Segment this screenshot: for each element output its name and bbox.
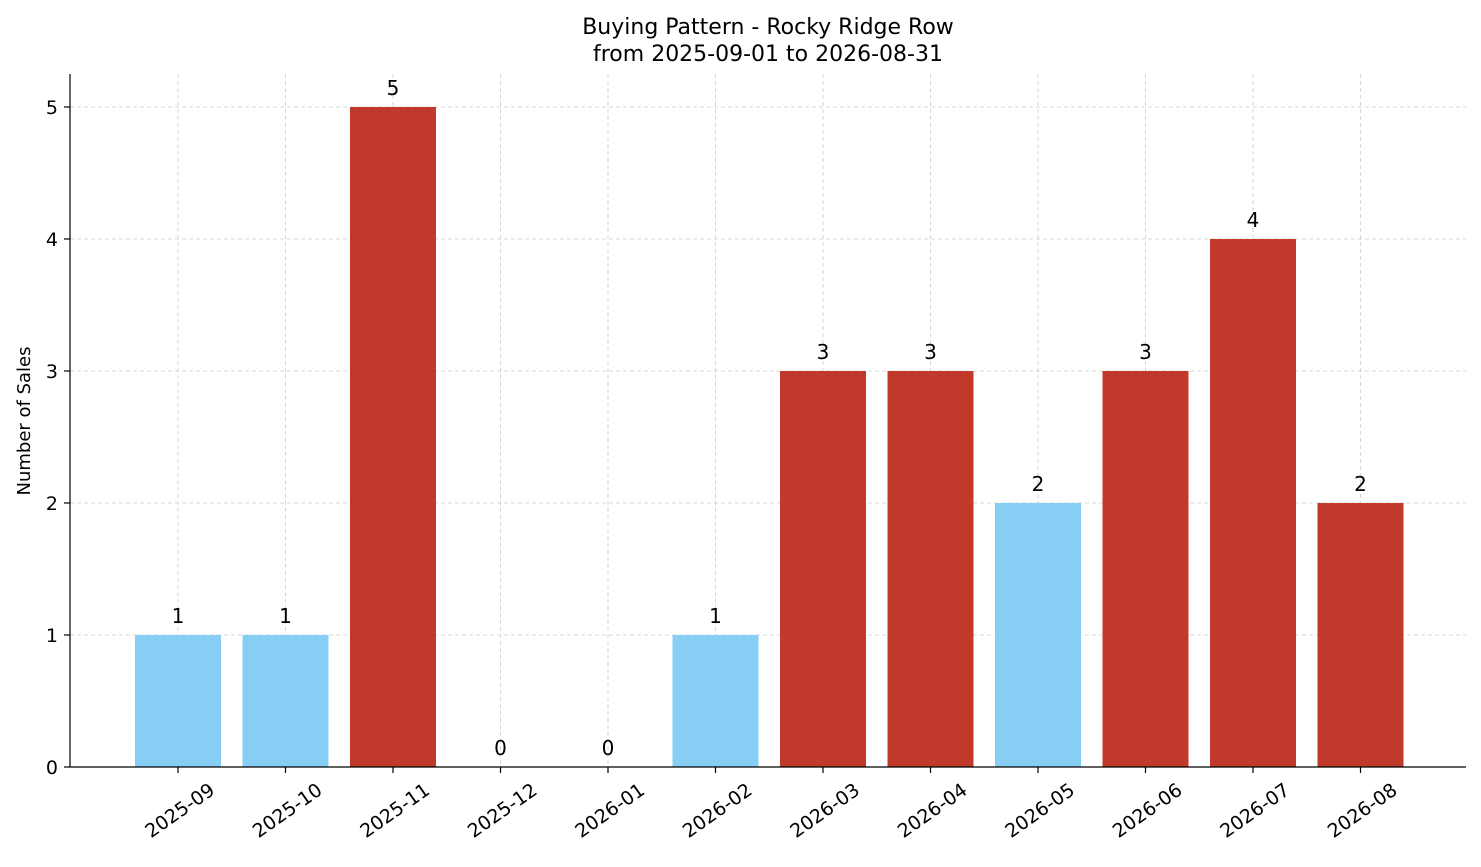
axes xyxy=(69,74,1466,768)
x-tick-label: 2026-05 xyxy=(1001,779,1079,843)
x-tick-label: 2025-11 xyxy=(356,779,434,843)
bar xyxy=(780,371,866,767)
x-tick-label: 2026-01 xyxy=(571,779,649,843)
data-label: 1 xyxy=(279,604,292,628)
data-label: 1 xyxy=(172,604,185,628)
bar xyxy=(1317,503,1404,767)
x-tick-label: 2025-09 xyxy=(141,779,219,843)
bar xyxy=(1102,371,1189,767)
data-label: 3 xyxy=(817,340,830,364)
data-label: 0 xyxy=(602,736,615,760)
x-ticks: 2025-09 2025-10 2025-11 2025-12 2026-01 2026-… xyxy=(141,767,1401,843)
x-tick-label: 2025-12 xyxy=(464,779,542,843)
bar xyxy=(995,503,1081,767)
bar xyxy=(672,635,759,767)
x-tick-label: 2025-10 xyxy=(249,779,327,843)
x-tick-label: 2026-08 xyxy=(1324,779,1402,843)
y-tick-label: 3 xyxy=(46,361,58,383)
data-label: 1 xyxy=(709,604,722,628)
x-tick-label: 2026-02 xyxy=(679,779,757,843)
data-label: 4 xyxy=(1247,208,1260,232)
data-label: 0 xyxy=(494,736,507,760)
bar xyxy=(887,371,974,767)
y-tick-label: 1 xyxy=(46,625,58,647)
y-tick-label: 4 xyxy=(46,229,58,251)
data-label: 2 xyxy=(1354,472,1367,496)
bar xyxy=(1210,239,1296,767)
bar xyxy=(135,635,221,767)
data-label: 3 xyxy=(924,340,937,364)
y-tick-label: 5 xyxy=(46,97,58,119)
chart-title: Buying Pattern - Rocky Ridge Row xyxy=(582,15,954,40)
y-axis-label: Number of Sales xyxy=(14,346,35,495)
bar xyxy=(242,635,329,767)
data-label: 3 xyxy=(1139,340,1152,364)
bar xyxy=(350,107,436,767)
data-label: 5 xyxy=(387,76,400,100)
y-tick-label: 2 xyxy=(46,493,58,515)
chart-subtitle: from 2025-09-01 to 2026-08-31 xyxy=(593,42,943,67)
y-ticks: 0 1 2 3 4 5 xyxy=(46,97,70,779)
x-tick-label: 2026-04 xyxy=(894,779,972,843)
bars xyxy=(135,107,1404,767)
data-labels: 1 1 5 0 0 1 3 3 2 3 4 2 xyxy=(172,76,1367,760)
data-label: 2 xyxy=(1032,472,1045,496)
x-tick-label: 2026-07 xyxy=(1216,779,1294,843)
x-tick-label: 2026-06 xyxy=(1109,779,1187,843)
y-tick-label: 0 xyxy=(46,757,58,779)
x-tick-label: 2026-03 xyxy=(786,779,864,843)
